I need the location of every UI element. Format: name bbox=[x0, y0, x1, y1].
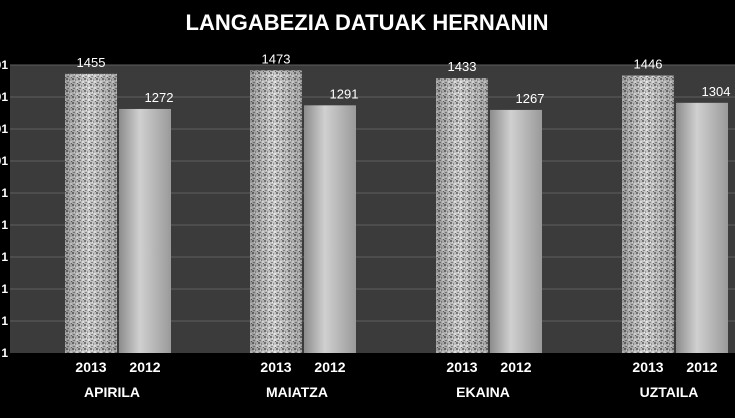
series-label: 2012 bbox=[686, 359, 717, 375]
series-label: 2013 bbox=[75, 359, 106, 375]
bar-shading bbox=[622, 75, 674, 353]
y-tick-label: 1 bbox=[1, 282, 8, 296]
bar-shading bbox=[65, 73, 117, 353]
category-label: EKAINA bbox=[456, 384, 510, 400]
chart-title: LANGABEZIA DATUAK HERNANIN bbox=[186, 10, 549, 35]
y-tick-label: 01 bbox=[0, 90, 8, 104]
y-tick-label: 1 bbox=[1, 186, 8, 200]
x-axis-series-labels: 2013 2012 2013 2012 2013 2012 2013 2012 bbox=[75, 359, 717, 375]
data-label: 1455 bbox=[77, 55, 106, 70]
data-label: 1291 bbox=[330, 86, 359, 101]
data-label: 1433 bbox=[448, 59, 477, 74]
y-tick-label: 01 bbox=[0, 122, 8, 136]
series-label: 2012 bbox=[129, 359, 160, 375]
y-tick-label: 1 bbox=[1, 218, 8, 232]
x-axis-category-labels: APIRILA MAIATZA EKAINA UZTAILA bbox=[84, 384, 698, 400]
data-label: 1473 bbox=[262, 51, 291, 66]
bar-2012-uztaila bbox=[676, 102, 728, 353]
category-label: UZTAILA bbox=[640, 384, 699, 400]
y-axis-tick-labels: 1 1 1 1 1 1 01 01 01 01 bbox=[0, 58, 8, 360]
y-tick-label: 1 bbox=[1, 346, 8, 360]
bars bbox=[65, 70, 728, 353]
bar-2012-apirila bbox=[119, 108, 171, 353]
series-label: 2012 bbox=[314, 359, 345, 375]
data-labels: 1455 1272 1473 1291 1433 1267 1446 1304 bbox=[77, 51, 731, 106]
data-label: 1267 bbox=[516, 91, 545, 106]
bar-2012-maiatza bbox=[304, 105, 356, 353]
series-label: 2012 bbox=[500, 359, 531, 375]
y-tick-label: 1 bbox=[1, 314, 8, 328]
series-label: 2013 bbox=[260, 359, 291, 375]
bar-shading bbox=[250, 70, 302, 353]
series-label: 2013 bbox=[632, 359, 663, 375]
category-label: MAIATZA bbox=[266, 384, 328, 400]
bar-shading bbox=[436, 78, 488, 353]
category-label: APIRILA bbox=[84, 384, 140, 400]
series-label: 2013 bbox=[446, 359, 477, 375]
y-tick-label: 01 bbox=[0, 58, 8, 72]
data-label: 1446 bbox=[634, 57, 663, 72]
y-tick-label: 01 bbox=[0, 154, 8, 168]
bar-2012-ekaina bbox=[490, 109, 542, 353]
y-tick-label: 1 bbox=[1, 250, 8, 264]
data-label: 1272 bbox=[145, 90, 174, 105]
data-label: 1304 bbox=[702, 84, 731, 99]
